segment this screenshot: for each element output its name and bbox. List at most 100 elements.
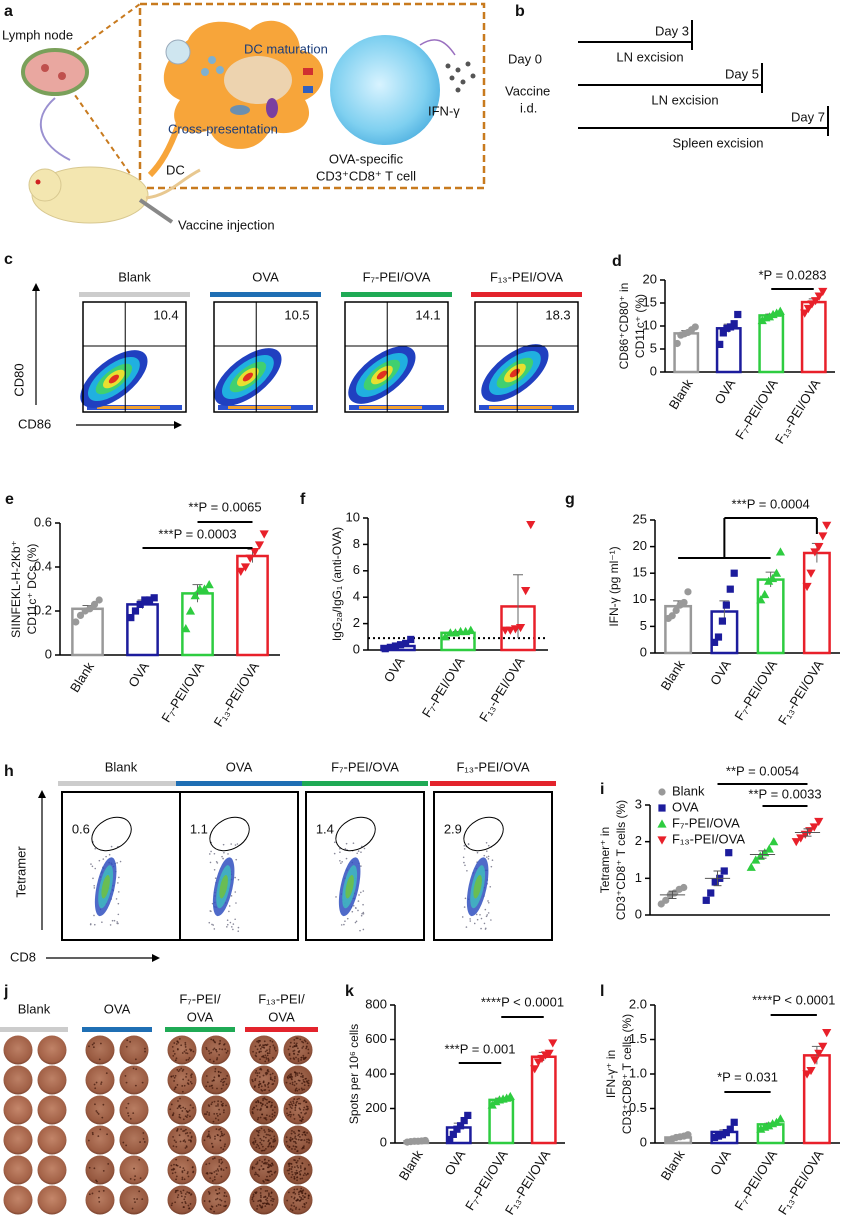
well-shade	[119, 1035, 149, 1065]
event-dot	[464, 864, 466, 867]
spot	[177, 1070, 180, 1073]
event-dot	[92, 877, 94, 880]
y-tick-label: 6	[353, 562, 360, 577]
x-tick-label: F₁₃-PEI/OVA	[211, 659, 263, 729]
spot	[215, 1189, 217, 1192]
spot	[302, 1045, 305, 1048]
event-dot	[210, 910, 212, 913]
spot	[205, 1085, 208, 1088]
spot	[219, 1135, 222, 1138]
event-dot	[345, 857, 348, 860]
well	[201, 1125, 231, 1155]
group-bar	[79, 292, 190, 297]
spot	[304, 1112, 306, 1115]
event-dot	[235, 858, 238, 861]
spot	[185, 1059, 188, 1061]
spot	[182, 1078, 185, 1081]
data-point	[464, 1111, 472, 1119]
spot	[301, 1177, 304, 1180]
spot	[268, 1130, 271, 1133]
spot	[265, 1098, 268, 1101]
spot	[291, 1076, 294, 1078]
spot	[302, 1056, 305, 1059]
ifn-particles	[445, 61, 476, 93]
spot	[256, 1143, 259, 1146]
well-shade	[3, 1035, 33, 1065]
group-label: OVA	[268, 1009, 295, 1024]
legend-label: OVA	[672, 799, 699, 814]
spot	[259, 1192, 262, 1194]
data-point	[662, 896, 670, 904]
spot	[172, 1075, 175, 1077]
label: DC	[166, 162, 185, 177]
y-tick-label: 400	[365, 1065, 387, 1080]
x-tick-label: OVA	[441, 1147, 468, 1178]
nucleus	[224, 56, 292, 104]
event-dot	[93, 887, 96, 889]
spot	[188, 1057, 191, 1059]
spot	[272, 1139, 275, 1141]
spot	[271, 1079, 274, 1081]
spot	[270, 1191, 273, 1194]
y-tick-label: 0.2	[34, 602, 52, 617]
spot	[289, 1106, 292, 1108]
event-dot	[117, 913, 120, 916]
spot	[170, 1075, 173, 1078]
receptor	[303, 68, 313, 75]
spot	[172, 1168, 175, 1171]
event-dot	[463, 844, 466, 847]
spot	[274, 1106, 276, 1109]
group-label: OVA	[252, 269, 279, 284]
spot	[189, 1080, 192, 1083]
spot	[186, 1116, 188, 1118]
spot	[272, 1198, 275, 1201]
event-dot	[211, 923, 213, 926]
spot	[286, 1169, 289, 1172]
data-point	[505, 626, 515, 635]
event-dot	[94, 867, 97, 870]
data-point	[814, 1049, 824, 1058]
event-dot	[93, 884, 96, 887]
event-dot	[232, 928, 234, 931]
spot	[288, 1162, 291, 1165]
y-tick-label: 5	[640, 618, 647, 633]
event-dot	[464, 897, 467, 900]
spot	[293, 1098, 296, 1100]
spot	[268, 1100, 271, 1103]
event-dot	[476, 918, 479, 921]
spot	[258, 1129, 261, 1132]
event-dot	[215, 860, 218, 863]
spot	[270, 1165, 273, 1167]
event-dot	[490, 919, 492, 921]
event-dot	[362, 928, 365, 931]
spot	[170, 1103, 173, 1106]
event-dot	[333, 841, 336, 844]
spot	[215, 1205, 218, 1207]
density	[473, 874, 482, 899]
event-dot	[352, 904, 355, 907]
spot	[135, 1068, 138, 1071]
spot	[268, 1115, 271, 1118]
spot	[219, 1139, 222, 1142]
spot	[181, 1110, 184, 1112]
spot	[223, 1080, 226, 1083]
spot	[95, 1110, 98, 1112]
spot	[210, 1038, 213, 1041]
spot	[266, 1102, 269, 1105]
spot	[174, 1171, 177, 1174]
data-point	[802, 1070, 812, 1079]
spot	[294, 1080, 296, 1083]
spot	[257, 1039, 260, 1042]
spot	[287, 1191, 290, 1194]
spot	[255, 1105, 258, 1107]
spot	[261, 1145, 264, 1148]
spot	[298, 1130, 301, 1132]
density	[242, 372, 253, 382]
spot	[175, 1175, 178, 1178]
spot	[271, 1040, 274, 1043]
spot	[298, 1088, 301, 1091]
spot	[138, 1190, 141, 1193]
spot	[300, 1111, 303, 1114]
label: Vaccine	[505, 83, 550, 98]
significance-label: **P = 0.0065	[188, 499, 261, 514]
